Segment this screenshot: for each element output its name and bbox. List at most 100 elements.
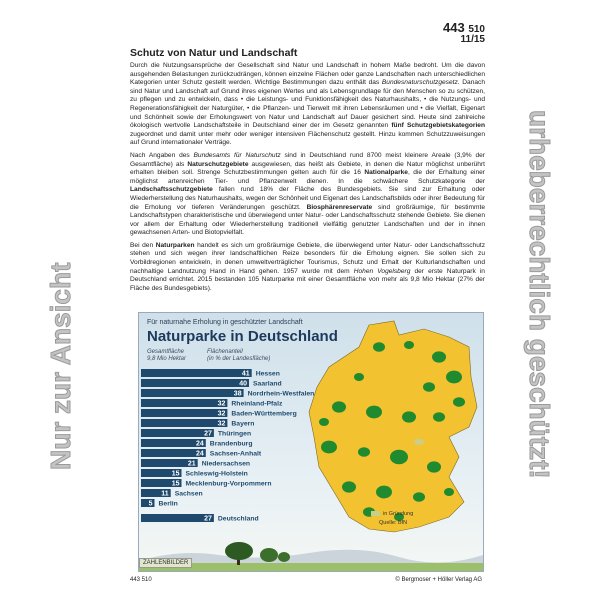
bar-label: Schleswig-Holstein [186,471,248,478]
bold-term: fünf Schutzgebietskategorien [391,122,485,130]
text-run: der erste Naturpark in Deutschland erric… [130,267,485,292]
bar-label: Deutschland [218,516,259,523]
paragraph: Bei den Naturparken handelt es sich um g… [130,242,485,294]
chart-naturparke: Für naturnahe Erholung in geschützter La… [138,312,484,572]
map-naturpark [319,418,329,426]
map-naturpark [358,447,370,457]
text-run: sind großräumige, für bestimmte Landscha… [130,203,485,237]
left-header: Gesamtfläche 9,8 Mio Hektar [147,349,187,362]
map-naturpark [321,440,337,454]
text-run: Nach Angaben des [130,151,194,159]
map-naturpark [432,351,446,363]
bold-term: Biosphärenreservate [306,203,373,211]
bar-hessen [141,369,252,377]
legend-swatch [371,511,380,517]
bar-brandenburg [141,439,206,447]
bar-thüringen [141,429,214,437]
legend: in Gründung [371,511,413,517]
germany-map [308,320,478,533]
bar-value: 32 [218,401,226,408]
copyright: © Bergmoser + Höller Verlag AG [395,577,482,583]
bar-sachsen-anhalt [141,449,206,457]
bar-label: Berlin [159,501,178,508]
italic-term: Bundesamts für Naturschutz [193,151,281,159]
bar-label: Mecklenburg-Vorpommern [186,481,272,488]
map-naturpark [402,411,416,423]
bold-term: Nationalparke [364,169,408,177]
bold-term: Naturparken [155,241,195,249]
body-text: Durch die Nutzungsansprüche der Gesellsc… [130,62,485,297]
sheet-index: 11/15 [460,34,485,45]
map-naturpark [376,485,392,499]
map-naturpark [394,513,404,521]
bar-label: Hessen [256,371,280,378]
text-run: Bei den [130,241,156,249]
map-naturpark [433,412,445,422]
chart-source: Quelle: BfN [379,520,408,526]
legend-label: in Gründung [383,511,414,517]
bar-value: 15 [172,471,180,478]
bar-value: 24 [196,451,204,458]
map-naturpark [342,481,356,493]
bar-label: Nordrhein-Westfalen [248,391,315,398]
zahlenbilder-logo: ZAHLENBILDER [139,558,193,568]
bold-term: Naturschutzgebiete [187,160,249,168]
bar-value: 5 [149,501,153,508]
bar-value: 11 [161,491,169,498]
bar-value: 24 [196,441,204,448]
watermark: Nur zur Ansicht [45,262,77,470]
map-naturpark [373,342,385,352]
bar-schleswig-holstein [141,469,182,477]
bar-baden-württemberg [141,409,228,417]
text-run: handelt es sich um großräumige Gebiete, … [130,241,485,275]
map-naturpark [453,397,465,407]
bar-label: Brandenburg [210,441,253,448]
italic-term: Bundesnaturschutzgesetz [381,79,458,87]
chart-title: Naturparke in Deutschland [147,328,338,345]
bar-value: 27 [204,516,212,523]
map-naturpark [427,461,441,473]
text-run: . Danach sind Natur und Landschaft auf G… [130,79,485,130]
text-run: Durch die Nutzungsansprüche der Gesellsc… [130,62,485,87]
sheet-number: 443 510 [443,20,485,35]
map-naturpark [354,373,364,381]
bar-label: Baden-Württemberg [231,411,296,418]
bar-value: 38 [234,391,242,398]
bar-value: 41 [242,371,250,378]
map-naturpark [413,492,425,502]
bar-value: 15 [172,481,180,488]
map-naturpark [390,449,408,465]
map-in-gruendung [414,439,424,445]
bar-sachsen [141,489,171,497]
paragraph: Nach Angaben des Bundesamts für Natursch… [130,152,485,238]
bar-label: Sachsen [175,491,203,498]
footer-number: 443 510 [130,577,152,583]
bar-saarland [141,379,249,387]
watermark: urheberrechtlich geschützt! [524,110,556,480]
text-run: ausgewiesen, das heißt als Gebiete, in d… [130,160,486,177]
bar-label: Rheinland-Pfalz [231,401,283,408]
page-title: Schutz von Natur und Landschaft [130,47,298,59]
bar-label: Niedersachsen [202,461,250,468]
bar-label: Thüringen [218,431,251,438]
landscape-illustration [139,542,483,571]
bold-term: Landschaftsschutzgebiete [130,186,213,194]
bar-label: Sachsen-Anhalt [210,451,262,458]
bar-bayern [141,419,228,427]
map-germany-land [308,320,478,533]
bar-berlin [141,499,155,507]
bar-rheinland-pfalz [141,399,228,407]
bar-nordrhein-westfalen [141,389,244,397]
bar-value: 40 [239,381,247,388]
text-run: , die der Erhaltung einer möglichst arte… [130,169,485,185]
bar-label: Bayern [231,421,254,428]
map-naturpark [332,401,346,413]
map-naturpark [444,488,454,496]
italic-term: Hohen Vogelsberg [353,267,411,275]
map-naturpark [423,382,435,392]
bar-value: 27 [204,431,212,438]
bar-deutschland [141,514,214,522]
paragraph: Durch die Nutzungsansprüche der Gesellsc… [130,62,485,148]
bar-value: 32 [218,421,226,428]
text-run: sind in Deutschland rund 8700 meist klei… [130,151,485,168]
